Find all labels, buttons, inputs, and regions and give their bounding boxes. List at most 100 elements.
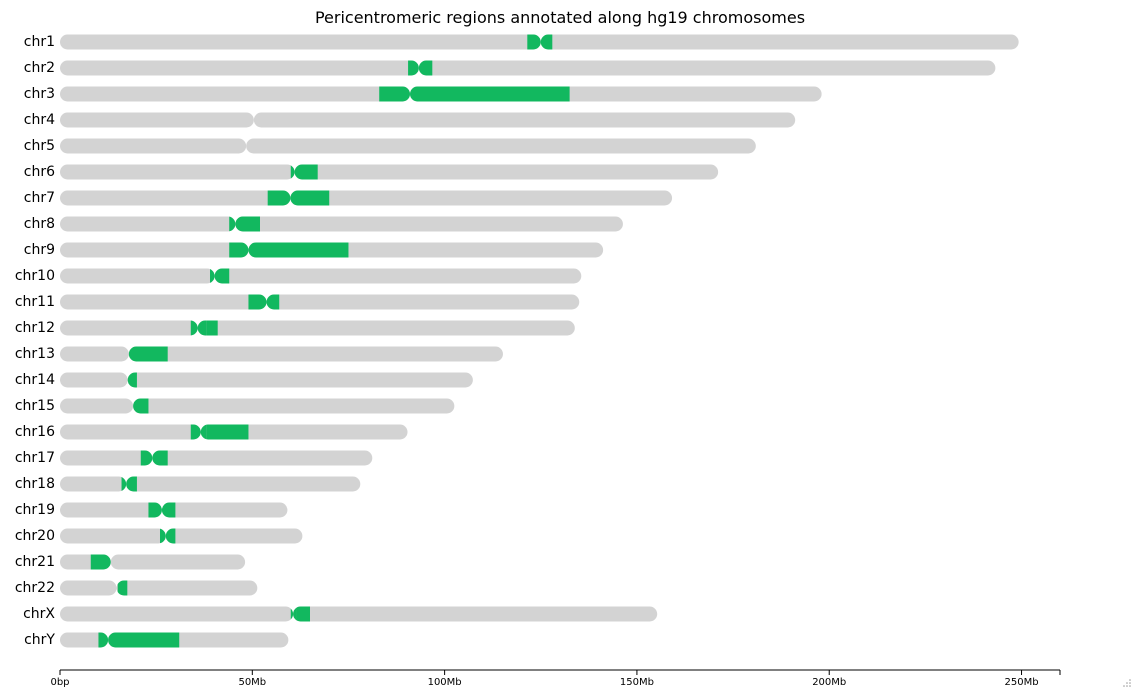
- pericentromeric-region: [126, 476, 137, 492]
- pericentromeric-region: [128, 346, 168, 362]
- pericentromeric-region: [140, 450, 153, 466]
- chromosome-arm-p: [60, 372, 128, 388]
- pericentromeric-region: [152, 450, 168, 466]
- chromosome-chr15: chr15: [15, 398, 455, 414]
- pericentromeric-region: [294, 164, 318, 180]
- chromosome-chr5: chr5: [24, 138, 756, 154]
- pericentromeric-region: [229, 242, 249, 258]
- chromosome-chr9: chr9: [24, 242, 604, 258]
- chart-title: Pericentromeric regions annotated along …: [315, 8, 805, 27]
- chromosome-label: chr8: [24, 216, 55, 232]
- chromosome-chr13: chr13: [15, 346, 503, 362]
- pericentromeric-region: [190, 320, 207, 336]
- pericentromeric-region: [290, 190, 330, 206]
- chromosome-chr6: chr6: [24, 164, 719, 180]
- chromosome-arm-p: [60, 580, 117, 596]
- chromosome-label: chrX: [23, 606, 55, 622]
- chromosome-arm-q: [293, 606, 658, 622]
- chromosome-label: chr15: [15, 398, 55, 414]
- x-tick-label: 150Mb: [620, 677, 654, 688]
- pericentromeric-region: [418, 60, 433, 76]
- chromosome-chr19: chr19: [15, 502, 288, 518]
- chromosome-chr20: chr20: [15, 528, 303, 544]
- chromosome-arm-p: [60, 86, 410, 102]
- chromosome-arm-q: [418, 60, 996, 76]
- pericentromeric-region: [133, 398, 149, 414]
- chromosome-chrX: chrX: [23, 606, 658, 622]
- pericentromeric-region: [90, 554, 111, 570]
- chromosome-label: chrY: [24, 632, 55, 648]
- chromosome-chr17: chr17: [15, 450, 373, 466]
- chromosome-arm-q: [127, 372, 473, 388]
- chromosome-label: chr13: [15, 346, 55, 362]
- chromosome-chr12: chr12: [15, 320, 575, 336]
- pericentromeric-region: [127, 372, 137, 388]
- chromosome-label: chr16: [15, 424, 55, 440]
- pericentromeric-region: [160, 528, 166, 544]
- pericentromeric-region: [248, 242, 349, 258]
- pericentromeric-region: [410, 86, 570, 102]
- chromosome-arm-q: [152, 450, 373, 466]
- chromosome-label: chr6: [24, 164, 55, 180]
- chromosome-chr2: chr2: [24, 60, 996, 76]
- pericentromeric-region: [108, 632, 180, 648]
- chromosome-chr14: chr14: [15, 372, 473, 388]
- pericentromeric-region: [527, 34, 541, 50]
- chromosome-arm-p: [60, 294, 267, 310]
- pericentromeric-region: [214, 268, 230, 284]
- pericentromeric-region: [296, 606, 310, 622]
- chromosome-chr21: chr21: [15, 554, 246, 570]
- chromosome-arm-p: [60, 450, 153, 466]
- chromosome-arm-p: [60, 190, 291, 206]
- chromosome-chr10: chr10: [15, 268, 582, 284]
- pericentromeric-region: [248, 294, 267, 310]
- pericentromeric-region: [117, 580, 128, 596]
- chromosome-chr3: chr3: [24, 86, 822, 102]
- chromosome-label: chr20: [15, 528, 55, 544]
- chromosome-arm-p: [60, 320, 198, 336]
- chromosome-chr4: chr4: [24, 112, 796, 128]
- pericentromeric-region: [206, 320, 218, 336]
- chromosome-label: chr19: [15, 502, 55, 518]
- chromosome-arm-q: [294, 164, 719, 180]
- chromosome-label: chr10: [15, 268, 55, 284]
- chromosome-arm-q: [128, 346, 503, 362]
- chromosome-arm-q: [214, 268, 582, 284]
- chromosome-arm-p: [60, 476, 127, 492]
- chromosome-arm-q: [126, 476, 361, 492]
- chromosome-chr18: chr18: [15, 476, 361, 492]
- chromosome-chr16: chr16: [15, 424, 408, 440]
- chromosome-arm-q: [246, 138, 756, 154]
- chromosome-label: chr17: [15, 450, 55, 466]
- pericentromeric-region: [165, 528, 176, 544]
- pericentromeric-region: [98, 632, 109, 648]
- resize-grip-icon[interactable]: [1123, 679, 1131, 687]
- chromosome-arm-q: [540, 34, 1019, 50]
- chromosome-arm-q: [290, 190, 673, 206]
- pericentromeric-region: [161, 502, 176, 518]
- chromosome-arm-q: [116, 580, 258, 596]
- chromosome-arm-q: [200, 424, 408, 440]
- chromosome-arm-p: [60, 528, 166, 544]
- pericentromeric-region: [266, 294, 280, 310]
- chromosome-arm-q: [235, 216, 623, 232]
- chromosome-arm-p: [60, 346, 129, 362]
- chromosome-chr22: chr22: [15, 580, 258, 596]
- chromosome-label: chr12: [15, 320, 55, 336]
- x-axis: 0bp 50Mb 100Mb 150Mb 200Mb 250Mb: [50, 669, 1061, 688]
- chromosome-arm-p: [60, 502, 162, 518]
- chromosome-chr1: chr1: [24, 34, 1019, 50]
- pericentromeric-region: [267, 190, 291, 206]
- chromosome-arm-p: [60, 268, 215, 284]
- pericentromeric-region: [148, 502, 162, 518]
- chromosome-arm-q: [266, 294, 580, 310]
- chromosome-arm-p: [60, 60, 419, 76]
- chromosome-label: chr18: [15, 476, 55, 492]
- chromosome-arm-q: [133, 398, 455, 414]
- pericentromeric-region: [229, 216, 236, 232]
- chromosome-arm-q: [197, 320, 575, 336]
- chromosome-arm-p: [60, 606, 294, 622]
- chromosome-arm-p: [60, 34, 541, 50]
- x-tick-label: 0bp: [50, 677, 69, 688]
